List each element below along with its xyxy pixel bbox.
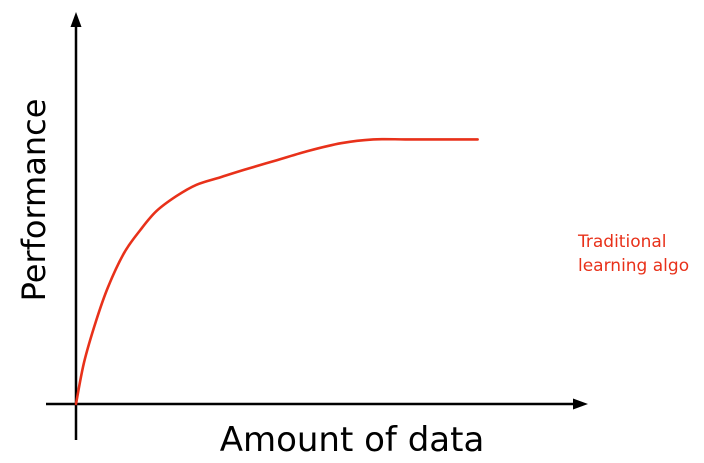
y-axis-label: Performance bbox=[15, 98, 53, 302]
series-line-traditional-learning-algo bbox=[74, 137, 479, 406]
y-axis-arrow bbox=[70, 12, 82, 27]
series-layer bbox=[74, 137, 479, 406]
series-label-line-2: learning algo bbox=[578, 256, 690, 276]
x-axis-arrow bbox=[573, 398, 588, 410]
series-label: Traditional learning algo bbox=[578, 230, 702, 278]
x-axis-label: Amount of data bbox=[219, 420, 485, 460]
series-label-line-1: Traditional bbox=[578, 232, 667, 252]
